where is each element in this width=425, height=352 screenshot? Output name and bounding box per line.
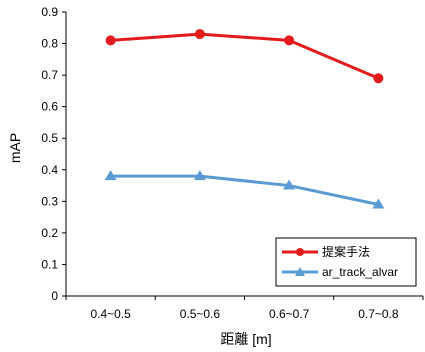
y-tick-label: 0.9: [41, 5, 58, 19]
x-tick-label: 0.5~0.6: [180, 307, 221, 321]
data-point: [104, 170, 117, 181]
data-point: [372, 198, 385, 209]
y-tick-label: 0.4: [41, 163, 58, 177]
y-tick-label: 0: [51, 289, 58, 303]
legend-marker-alvar: [295, 267, 305, 276]
y-tick-label: 0.6: [41, 100, 58, 114]
x-tick-label: 0.6~0.7: [269, 307, 310, 321]
y-tick-label: 0.2: [41, 226, 58, 240]
legend-box: [275, 237, 417, 287]
data-point: [194, 29, 205, 40]
y-tick-label: 0.7: [41, 68, 58, 82]
x-axis-label: 距離 [m]: [220, 331, 271, 347]
legend-marker-proposed: [296, 248, 304, 256]
series-line-1: [110, 174, 379, 206]
y-tick-label: 0.5: [41, 131, 58, 145]
legend-label-proposed: 提案手法: [322, 244, 370, 259]
x-tick-label: 0.4~0.5: [90, 307, 131, 321]
y-tick-label: 0.3: [41, 194, 58, 208]
series-line-0: [110, 32, 379, 80]
data-point: [193, 170, 206, 181]
legend-label-alvar: ar_track_alvar: [322, 265, 398, 279]
x-tick-label: 0.7~0.8: [358, 307, 399, 321]
data-point: [284, 35, 295, 46]
y-tick-label: 0.1: [41, 257, 58, 271]
y-tick-label: 0.8: [41, 37, 58, 51]
data-point: [283, 179, 296, 190]
data-point: [105, 35, 116, 46]
y-axis-label: mAP: [7, 133, 23, 163]
data-point: [373, 73, 384, 84]
legend: 提案手法 ar_track_alvar: [275, 237, 417, 287]
